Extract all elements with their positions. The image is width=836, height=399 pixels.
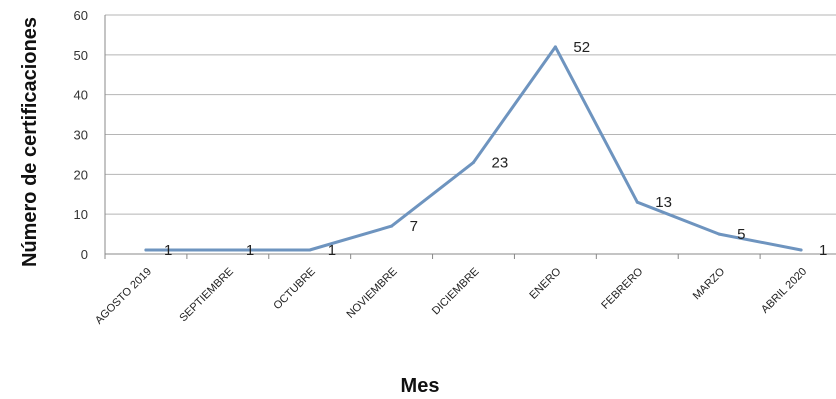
data-point [390, 224, 394, 228]
series-line [144, 45, 803, 252]
data-point [799, 248, 803, 252]
y-tick-label: 50 [74, 48, 88, 63]
y-tick-label: 10 [74, 207, 88, 222]
data-label: 1 [819, 242, 827, 259]
y-axis-title: Número de certificaciones [19, 17, 41, 267]
gridlines [105, 14, 836, 215]
data-point [553, 45, 557, 49]
data-label: 13 [655, 194, 672, 211]
data-label: 1 [164, 242, 172, 259]
data-label: 52 [573, 39, 590, 56]
x-tick-label: FEBRERO [599, 265, 645, 311]
data-label: 1 [246, 242, 254, 259]
data-label: 23 [492, 154, 509, 171]
x-tick-label: MARZO [691, 265, 728, 302]
data-point [308, 248, 312, 252]
x-tick-label: OCTUBRE [271, 266, 318, 313]
x-tick-label: NOVIEMBRE [345, 266, 400, 321]
y-tick-label: 20 [74, 167, 88, 182]
x-tick-label: ENERO [527, 265, 563, 301]
y-axis-ticks: 0 10 20 30 40 50 60 [74, 8, 88, 262]
data-label: 1 [328, 242, 336, 259]
data-point [717, 232, 721, 236]
data-label: 5 [737, 226, 745, 243]
data-labels: 1 1 1 7 23 52 13 5 1 [164, 39, 827, 259]
y-tick-label: 60 [74, 8, 88, 23]
x-tick-label: DICIEMBRE [430, 266, 482, 318]
x-tick-label: SEPTIEMBRE [177, 266, 236, 325]
data-point [226, 248, 230, 252]
y-tick-label: 0 [81, 247, 88, 262]
x-axis-ticks: AGOSTO 2019 SEPTIEMBRE OCTUBRE NOVIEMBRE DIC… [93, 265, 809, 326]
data-point [144, 248, 148, 252]
x-tick-label: ABRIL 2020 [759, 266, 809, 316]
x-tick-label: AGOSTO 2019 [93, 266, 154, 327]
series-line-group [144, 45, 803, 252]
x-axis [104, 15, 836, 259]
x-axis-title: Mes [401, 375, 440, 397]
data-label: 7 [410, 218, 418, 235]
data-point [635, 200, 639, 204]
data-point [472, 160, 475, 164]
y-tick-label: 30 [74, 128, 88, 143]
y-tick-label: 40 [74, 88, 88, 103]
